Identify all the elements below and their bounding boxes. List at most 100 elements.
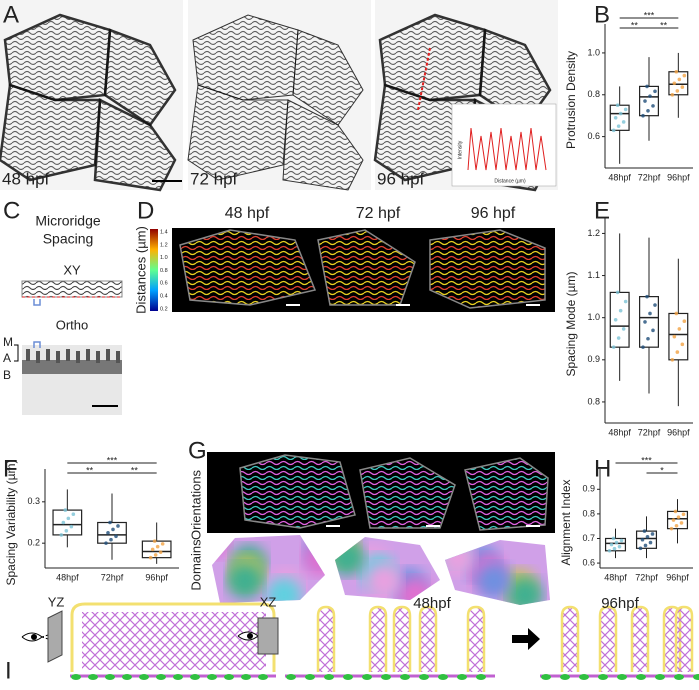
x-tick-label: 72hpf	[635, 572, 658, 582]
point-deco	[109, 537, 113, 542]
ridge	[598, 605, 618, 672]
significance-label: ***	[107, 455, 118, 465]
junction	[438, 674, 448, 680]
point-deco	[66, 516, 71, 521]
junction	[258, 674, 268, 680]
point-deco	[648, 540, 653, 545]
ortho-bump	[76, 351, 80, 363]
box	[639, 296, 659, 348]
y-tick-label: 0.8	[587, 396, 600, 406]
point-deco	[651, 328, 655, 333]
cell	[103, 28, 177, 127]
label: Microridge	[35, 213, 101, 229]
y-tick-label: 0.6	[587, 131, 600, 141]
domain-blob	[366, 563, 402, 599]
point-deco	[680, 85, 685, 89]
point-deco	[674, 69, 679, 74]
point-deco	[675, 350, 680, 354]
profile-line	[417, 47, 431, 111]
significance-label: *	[660, 465, 664, 475]
ortho-bump	[46, 349, 50, 361]
x-tick-label: 48hpf	[608, 427, 631, 437]
point-deco	[674, 523, 679, 528]
ridge	[630, 605, 650, 672]
x-tick-label: 72hpf	[638, 172, 661, 182]
junction	[598, 674, 608, 680]
point-deco	[618, 111, 623, 116]
junction	[579, 674, 589, 680]
point-deco	[672, 334, 677, 339]
junction	[173, 674, 183, 680]
layer-brace	[14, 344, 19, 362]
label: 0.8	[160, 268, 168, 274]
label: A	[3, 351, 11, 365]
point-deco	[677, 77, 682, 82]
junction	[617, 674, 627, 680]
significance-label: ***	[641, 455, 652, 465]
point-deco	[645, 535, 650, 539]
point-deco	[616, 336, 621, 340]
panel-letter: G	[188, 437, 207, 464]
panel-letter: D	[137, 197, 154, 224]
cell	[93, 98, 177, 192]
box	[97, 521, 127, 544]
point-deco	[641, 345, 645, 349]
point-deco	[153, 553, 158, 557]
point-deco	[646, 109, 650, 113]
y-axis-label: Spacing Variability (µm)	[4, 459, 18, 585]
point-deco	[674, 311, 679, 316]
point-deco	[650, 532, 655, 536]
label: 0.4	[160, 293, 168, 299]
junction	[419, 674, 429, 680]
box	[666, 510, 689, 530]
pupil	[31, 634, 37, 640]
domain-blob	[445, 540, 475, 576]
x-tick-label: 48hpf	[604, 572, 627, 582]
x-tick-label: 96hpf	[667, 427, 690, 437]
point-deco	[671, 518, 676, 522]
junction	[190, 674, 200, 680]
point-deco	[71, 512, 76, 517]
box	[141, 540, 172, 559]
point-deco	[64, 528, 69, 533]
timepoint-label: 96 hpf	[377, 169, 425, 188]
junction	[286, 674, 296, 680]
inset	[451, 103, 557, 187]
label: 1.2	[160, 242, 168, 248]
point-deco	[617, 544, 622, 549]
point-deco	[611, 536, 616, 541]
ortho-bump	[26, 349, 30, 361]
point-deco	[618, 308, 623, 313]
junction	[541, 674, 551, 680]
box	[609, 104, 630, 131]
point-deco	[607, 548, 612, 553]
point-deco	[611, 128, 616, 133]
point-deco	[653, 89, 657, 94]
domain-blob	[266, 577, 302, 603]
junction	[207, 674, 217, 680]
ridge	[368, 605, 388, 672]
point-deco	[152, 539, 157, 543]
point-deco	[155, 544, 160, 549]
point-deco	[645, 294, 649, 299]
junction	[224, 674, 234, 680]
junction	[105, 674, 115, 680]
label: Domains	[188, 539, 203, 591]
box	[52, 509, 83, 536]
y-tick-label: 0.8	[587, 89, 600, 99]
ridge	[674, 605, 694, 672]
point-deco	[680, 342, 685, 347]
point-deco	[108, 520, 112, 525]
timepoint-label: 48 hpf	[2, 169, 50, 188]
junction	[457, 674, 467, 680]
point-deco	[648, 94, 652, 98]
timepoint-label: 72 hpf	[190, 169, 238, 188]
box	[609, 291, 630, 348]
ortho-bump	[116, 351, 120, 363]
label: XZ	[260, 594, 277, 609]
label: Distance (µm)	[494, 178, 526, 184]
ortho-bump	[56, 351, 60, 363]
point-deco	[61, 520, 66, 525]
junction	[343, 674, 353, 680]
